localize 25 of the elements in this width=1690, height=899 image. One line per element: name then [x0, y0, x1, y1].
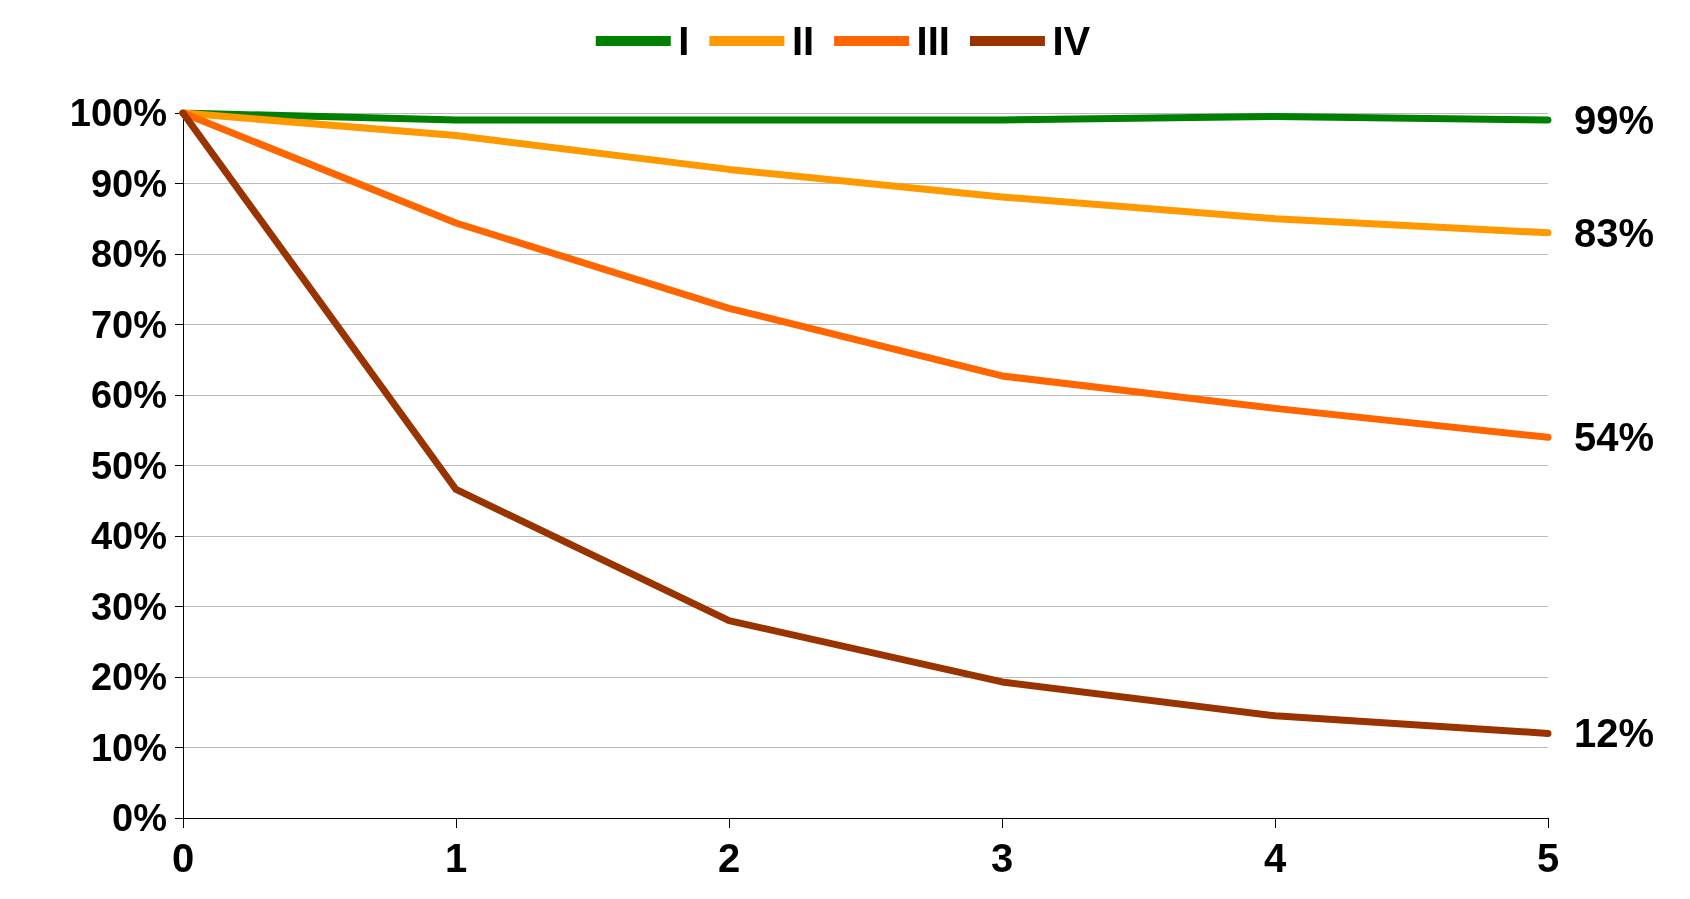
y-tick-label: 20% — [90, 656, 167, 698]
data-label: 54% — [1574, 415, 1655, 460]
legend-label: I — [678, 19, 690, 63]
data-label: 83% — [1574, 210, 1655, 255]
x-tick-label: 1 — [444, 836, 468, 880]
legend-label: III — [916, 19, 950, 63]
y-tick-label: 90% — [90, 162, 167, 205]
legend-label: II — [791, 19, 815, 63]
y-tick-label: 40% — [90, 515, 167, 557]
y-tick-label: 50% — [90, 444, 167, 487]
x-tick-label: 4 — [1263, 836, 1287, 880]
y-tick-label: 60% — [90, 374, 167, 416]
x-tick-label: 2 — [717, 836, 741, 880]
y-tick-label: 0% — [112, 797, 167, 839]
y-tick-label: 80% — [90, 233, 167, 275]
y-tick-label: 30% — [90, 585, 167, 628]
legend-label: IV — [1052, 19, 1091, 63]
x-tick-label: 5 — [1536, 836, 1560, 880]
y-tick-label: 10% — [90, 726, 167, 769]
y-tick-label: 100% — [69, 92, 167, 134]
data-label: 99% — [1574, 98, 1655, 143]
x-tick-label: 3 — [990, 836, 1014, 880]
x-tick-label: 0 — [171, 836, 195, 880]
y-tick-label: 70% — [90, 303, 167, 346]
data-label: 12% — [1574, 711, 1655, 756]
